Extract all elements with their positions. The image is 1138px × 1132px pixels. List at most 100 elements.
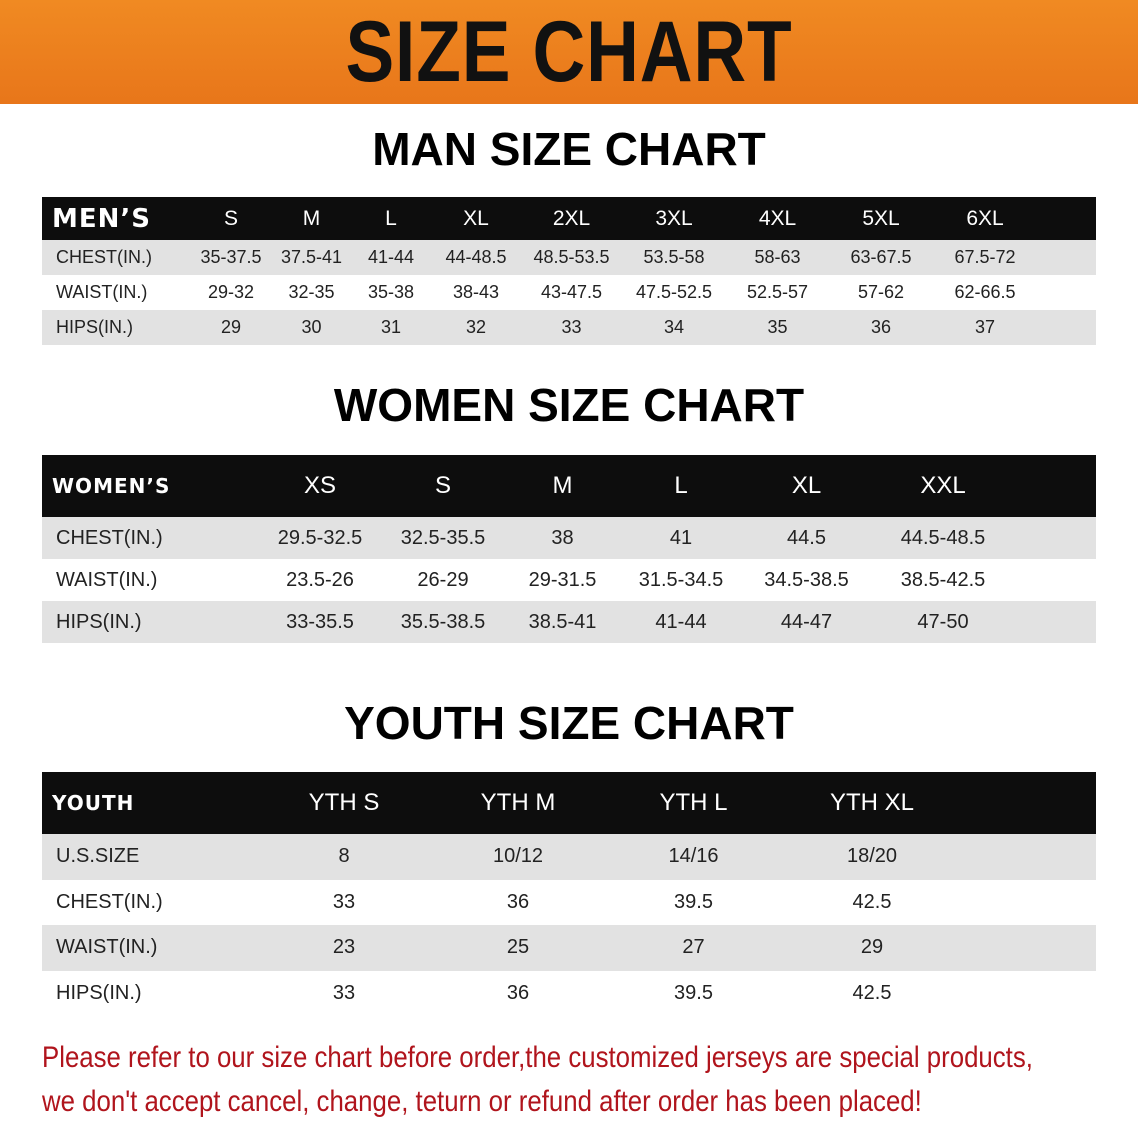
men-section-title: MAN SIZE CHART bbox=[372, 123, 766, 175]
table-cell: 14/16 bbox=[668, 845, 719, 868]
table-cell: 41-44 bbox=[367, 247, 415, 267]
table-cell: 57-62 bbox=[857, 282, 905, 302]
size-column-header: S bbox=[223, 206, 238, 230]
table-cell: 58-63 bbox=[754, 247, 801, 267]
table-cell: 44-47 bbox=[780, 610, 833, 633]
order-notice-line: Please refer to our size chart before or… bbox=[42, 1041, 1033, 1074]
row-label: HIPS(IN.) bbox=[56, 981, 142, 1004]
table-row: HIPS(IN.) 29 30 31 32 33 34 35 36 37 bbox=[42, 310, 1096, 345]
table-cell: 31.5-34.5 bbox=[638, 568, 724, 591]
table-cell: 38.5-41 bbox=[528, 610, 597, 633]
table-cell: 38 bbox=[551, 526, 574, 549]
size-column-header: L bbox=[385, 206, 397, 230]
row-label: HIPS(IN.) bbox=[56, 610, 142, 633]
table-cell: 39.5 bbox=[674, 981, 713, 1004]
size-column-header: YTH M bbox=[480, 789, 556, 816]
table-cell: 35-38 bbox=[367, 282, 415, 302]
row-label: CHEST(IN.) bbox=[56, 890, 163, 913]
size-column-header: 2XL bbox=[552, 206, 591, 230]
size-column-header: S bbox=[434, 472, 451, 499]
table-cell: 32 bbox=[465, 317, 487, 337]
row-label: HIPS(IN.) bbox=[56, 317, 134, 337]
table-row: CHEST(IN.) 29.5-32.5 32.5-35.5 38 41 44.5 44.5… bbox=[42, 517, 1096, 559]
table-cell: 25 bbox=[506, 936, 530, 959]
table-cell: 35-37.5 bbox=[200, 247, 262, 267]
table-cell: 43-47.5 bbox=[540, 282, 603, 302]
table-cell: 32-35 bbox=[288, 282, 335, 302]
table-cell: 29 bbox=[860, 936, 884, 959]
table-header-row: YOUTH YTH S YTH M YTH L YTH XL bbox=[42, 772, 1096, 834]
order-notice-line: we don't accept cancel, change, teturn o… bbox=[42, 1085, 922, 1118]
women-section-title: WOMEN SIZE CHART bbox=[333, 379, 805, 431]
table-cell: 38.5-42.5 bbox=[900, 568, 986, 591]
table-cell: 36 bbox=[506, 981, 530, 1004]
table-row: HIPS(IN.) 33-35.5 35.5-38.5 38.5-41 41-44 44-… bbox=[42, 601, 1096, 643]
row-label: CHEST(IN.) bbox=[56, 526, 163, 549]
table-cell: 37.5-41 bbox=[280, 247, 343, 267]
table-cell: 34 bbox=[663, 317, 685, 337]
table-cell: 52.5-57 bbox=[746, 282, 809, 302]
table-cell: 23 bbox=[332, 936, 356, 959]
row-label: WAIST(IN.) bbox=[56, 936, 158, 959]
table-cell: 33 bbox=[332, 981, 356, 1004]
banner: SIZE CHART bbox=[0, 0, 1138, 104]
table-cell: 35 bbox=[767, 317, 788, 337]
table-cell: 63-67.5 bbox=[850, 247, 912, 267]
table-cell: 67.5-72 bbox=[954, 247, 1016, 267]
table-row: CHEST(IN.) 33 36 39.5 42.5 bbox=[42, 879, 1096, 925]
size-column-header: M bbox=[552, 472, 573, 499]
table-row: WAIST(IN.) 23.5-26 26-29 29-31.5 31.5-34.5 34… bbox=[42, 559, 1096, 601]
header-label: MEN’S bbox=[52, 203, 151, 234]
men-size-table: MEN’S S M L XL 2XL 3XL 4XL 5XL 6XL CHEST(IN.) 35-37… bbox=[42, 197, 1096, 345]
women-size-table: WOMEN’S XS S M L XL XXL CHEST(IN.) 29.5-32.5 32.5… bbox=[42, 455, 1096, 643]
size-column-header: M bbox=[302, 206, 321, 230]
table-header-row: WOMEN’S XS S M L XL XXL bbox=[42, 455, 1096, 517]
row-label: CHEST(IN.) bbox=[56, 247, 152, 267]
table-cell: 26-29 bbox=[417, 568, 469, 591]
table-cell: 42.5 bbox=[852, 890, 892, 913]
size-column-header: YTH XL bbox=[829, 789, 915, 816]
youth-section-title: YOUTH SIZE CHART bbox=[344, 697, 794, 749]
table-cell: 18/20 bbox=[846, 845, 898, 868]
size-column-header: 3XL bbox=[655, 206, 693, 230]
row-label: WAIST(IN.) bbox=[56, 568, 158, 591]
table-cell: 33-35.5 bbox=[286, 610, 354, 633]
size-column-header: XS bbox=[303, 472, 336, 499]
table-cell: 29 bbox=[220, 317, 242, 337]
table-cell: 44.5-48.5 bbox=[900, 526, 986, 549]
order-notice: Please refer to our size chart before or… bbox=[42, 1036, 1033, 1124]
size-column-header: L bbox=[674, 472, 688, 499]
size-column-header: XL bbox=[463, 206, 489, 230]
size-column-header: XXL bbox=[920, 472, 966, 499]
table-cell: 30 bbox=[301, 317, 322, 337]
table-cell: 27 bbox=[682, 936, 705, 959]
table-cell: 29.5-32.5 bbox=[277, 526, 363, 549]
table-cell: 47-50 bbox=[917, 610, 969, 633]
size-column-header: YTH S bbox=[308, 789, 380, 816]
size-column-header: 5XL bbox=[862, 206, 900, 230]
table-cell: 44-48.5 bbox=[445, 247, 507, 267]
table-cell: 36 bbox=[506, 890, 530, 913]
table-cell: 42.5 bbox=[852, 981, 892, 1004]
table-cell: 37 bbox=[974, 317, 996, 337]
table-cell: 41-44 bbox=[655, 610, 707, 633]
table-cell: 8 bbox=[338, 845, 350, 868]
table-cell: 62-66.5 bbox=[954, 282, 1016, 302]
table-cell: 33 bbox=[561, 317, 582, 337]
table-cell: 39.5 bbox=[674, 890, 713, 913]
youth-size-table: YOUTH YTH S YTH M YTH L YTH XL U.S.SIZE 8 10/12… bbox=[42, 772, 1096, 1016]
table-cell: 34.5-38.5 bbox=[764, 568, 849, 591]
table-row: CHEST(IN.) 35-37.5 37.5-41 41-44 44-48.5 48.5… bbox=[42, 240, 1096, 275]
size-column-header: 6XL bbox=[966, 206, 1004, 230]
table-cell: 44.5 bbox=[787, 526, 826, 549]
table-cell: 38-43 bbox=[452, 282, 500, 302]
table-cell: 48.5-53.5 bbox=[533, 247, 610, 267]
size-column-header: 4XL bbox=[758, 206, 797, 230]
table-row: U.S.SIZE 8 10/12 14/16 18/20 bbox=[42, 834, 1096, 880]
table-cell: 23.5-26 bbox=[286, 568, 354, 591]
table-cell: 36 bbox=[870, 317, 892, 337]
table-row: HIPS(IN.) 33 36 39.5 42.5 bbox=[42, 970, 1096, 1016]
header-label: YOUTH bbox=[52, 791, 135, 815]
table-cell: 10/12 bbox=[492, 845, 544, 868]
header-label: WOMEN’S bbox=[52, 474, 171, 498]
